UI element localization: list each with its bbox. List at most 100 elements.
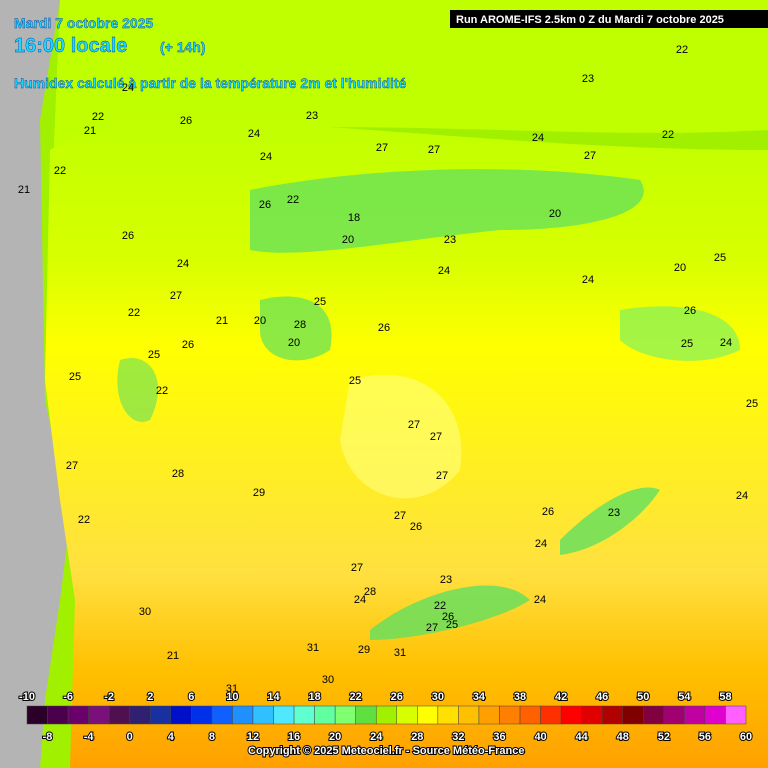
scale-swatch <box>663 705 685 725</box>
scale-swatch <box>684 705 706 725</box>
scale-swatch <box>47 705 69 725</box>
contour-label: 24 <box>177 258 189 270</box>
scale-swatch <box>129 705 151 725</box>
scale-label: 44 <box>576 731 589 743</box>
contour-label: 25 <box>446 619 458 631</box>
contour-label: 22 <box>92 111 104 123</box>
scale-label: 14 <box>267 691 280 703</box>
contour-label: 25 <box>714 252 726 264</box>
scale-label: 28 <box>411 731 423 743</box>
contour-label: 25 <box>349 375 361 387</box>
scale-label: 20 <box>329 731 341 743</box>
scale-label: 42 <box>555 691 567 703</box>
scale-swatch <box>170 705 192 725</box>
scale-label: 30 <box>432 691 444 703</box>
scale-label: -10 <box>19 691 35 703</box>
mountain-zone <box>117 358 159 422</box>
date: Mardi 7 octobre 2025 <box>14 15 153 31</box>
contour-label: 24 <box>354 594 366 606</box>
scale-label: 46 <box>596 691 608 703</box>
contour-label: 22 <box>662 129 674 141</box>
contour-label: 22 <box>287 194 299 206</box>
description: Humidex calculé à partir de la températu… <box>14 75 407 91</box>
contour-label: 29 <box>253 487 265 499</box>
contour-label: 20 <box>549 208 561 220</box>
contour-label: 28 <box>364 586 376 598</box>
outside-domain <box>0 0 70 768</box>
scale-swatch <box>191 705 213 725</box>
contour-label: 22 <box>128 307 140 319</box>
scale-swatch <box>26 705 48 725</box>
sea-north <box>50 0 768 240</box>
scale-swatch <box>478 705 500 725</box>
contour-label: 24 <box>122 82 134 94</box>
scale-label: 54 <box>678 691 691 703</box>
contour-label: 23 <box>608 507 620 519</box>
scale-swatch <box>601 705 623 725</box>
scale-swatch <box>150 705 172 725</box>
contour-label: 26 <box>684 305 696 317</box>
scale-label: 12 <box>247 731 259 743</box>
contour-label: 20 <box>288 337 300 349</box>
contour-label: 27 <box>351 562 363 574</box>
contour-label: 26 <box>259 199 271 211</box>
scale-swatch <box>458 705 480 725</box>
scale-swatch <box>293 705 315 725</box>
time: 16:00 locale <box>14 35 127 57</box>
contour-label: 25 <box>314 296 326 308</box>
warm-zone <box>340 374 462 499</box>
scale-swatch <box>88 705 110 725</box>
scale-swatch <box>581 705 603 725</box>
contour-label: 31 <box>226 683 238 695</box>
contour-label: 18 <box>348 212 360 224</box>
scale-label: 52 <box>658 731 670 743</box>
contour-label: 27 <box>426 622 438 634</box>
contour-label: 24 <box>532 132 544 144</box>
run-banner <box>450 10 768 28</box>
contour-label: 27 <box>170 290 182 302</box>
scale-label: 48 <box>617 731 629 743</box>
scale-label: -2 <box>104 691 114 703</box>
scale-swatch <box>396 705 418 725</box>
scale-label: 26 <box>391 691 403 703</box>
scale-swatch <box>622 705 644 725</box>
scale-swatch <box>67 705 89 725</box>
contour-label: 20 <box>342 234 354 246</box>
contour-label: 24 <box>438 265 450 277</box>
scale-swatch <box>334 705 356 725</box>
scale-swatch <box>437 705 459 725</box>
contour-label: 21 <box>84 125 96 137</box>
contour-label: 20 <box>674 262 686 274</box>
scale-label: 60 <box>740 731 752 743</box>
scale-label: 2 <box>147 691 153 703</box>
scale-swatch <box>252 705 274 725</box>
scale-swatch <box>355 705 377 725</box>
contour-label: 26 <box>442 611 454 623</box>
scale-label: 40 <box>534 731 546 743</box>
contour-label: 28 <box>172 468 184 480</box>
scale-label: -4 <box>84 731 95 743</box>
scale-label: 32 <box>452 731 464 743</box>
contour-label: 23 <box>582 73 594 85</box>
scale-swatch <box>540 705 562 725</box>
contour-label: 27 <box>66 460 78 472</box>
contour-label: 22 <box>676 44 688 56</box>
scale-swatch <box>704 705 726 725</box>
contour-label: 24 <box>248 128 260 140</box>
contour-label: 25 <box>69 371 81 383</box>
scale-label: 0 <box>127 731 133 743</box>
scale-label: 24 <box>370 731 383 743</box>
scale-label: 56 <box>699 731 711 743</box>
scale-label: 58 <box>719 691 731 703</box>
scale-swatch <box>643 705 665 725</box>
contour-label: 23 <box>444 234 456 246</box>
scale-swatch <box>232 705 254 725</box>
scale-swatch <box>375 705 398 725</box>
contour-label: 28 <box>294 319 306 331</box>
scale-label: 8 <box>209 731 215 743</box>
contour-label: 29 <box>358 644 370 656</box>
scale-swatch <box>273 705 295 725</box>
scale-swatch <box>725 705 747 725</box>
scale-label: 38 <box>514 691 526 703</box>
